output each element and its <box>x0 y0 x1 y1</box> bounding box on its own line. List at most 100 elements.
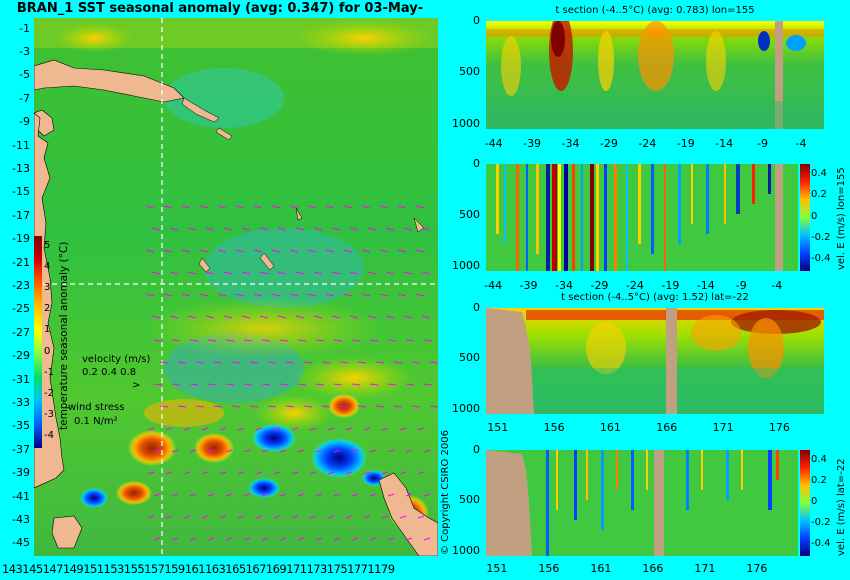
wind-arrow <box>243 537 251 541</box>
panel2-colorbar-ticks: 0.4 0.2 0 -0.2 -0.4 <box>811 164 835 271</box>
map-y-tick: -13 <box>12 162 30 176</box>
wind-arrow <box>255 515 263 519</box>
wind-arrow <box>295 271 305 275</box>
wind-arrow <box>285 405 295 408</box>
wind-arrow <box>261 449 269 453</box>
panel2-colorbar-tick: -0.2 <box>811 231 831 243</box>
wind-arrow <box>177 405 187 408</box>
panel2-x-tick: -44 <box>484 279 503 292</box>
warm-eddy-2 <box>194 433 234 463</box>
map-colorbar-tick: 3 <box>44 282 51 293</box>
wind-arrow <box>153 493 161 497</box>
wind-arrow <box>405 537 413 541</box>
wind-arrow <box>379 205 389 209</box>
wind-arrow <box>271 293 281 297</box>
map-y-tick: -31 <box>12 372 30 386</box>
wind-arrow <box>309 515 317 519</box>
wind-arrow <box>315 383 325 386</box>
map-y-tick: -39 <box>12 466 30 480</box>
wind-arrow <box>273 427 281 431</box>
wind-arrow <box>397 249 407 253</box>
wind-arrow <box>261 383 271 386</box>
wind-arrow <box>385 227 395 231</box>
map-y-tick: -45 <box>12 536 30 550</box>
map-y-axis: -1 -3 -5 -7 -9 -11 -13 -15 -17 -19 -21 -23 -25 -27 -29… <box>0 18 32 556</box>
wind-arrow <box>181 293 191 297</box>
panel4-x-tick: 156 <box>538 562 560 575</box>
panel2-y-tick: 500 <box>459 207 480 221</box>
wind-arrow <box>241 315 251 319</box>
wind-arrow <box>361 205 371 209</box>
panel1-x-tick: -19 <box>676 137 695 150</box>
panel4-colorbar-ticks: 0.4 0.2 0 -0.2 -0.4 <box>811 450 835 556</box>
wind-arrow <box>309 471 317 475</box>
panel4-plot <box>486 450 798 556</box>
wind-arrow <box>351 383 361 386</box>
wind-arrow <box>267 361 277 364</box>
wind-arrow <box>331 315 341 319</box>
wind-arrow <box>333 493 341 497</box>
wind-arrow <box>201 515 209 519</box>
panel3-svg <box>486 308 824 414</box>
wind-arrow <box>159 405 169 408</box>
wind-arrow <box>189 493 197 497</box>
wind-arrow <box>205 227 215 231</box>
panel2-y-tick: 0 <box>473 157 480 170</box>
panel3-x-axis: 151 156 161 166 171 176 <box>486 421 824 435</box>
wind-arrow <box>195 405 205 408</box>
wind-arrow <box>333 383 343 386</box>
panel1-y-tick: 500 <box>459 65 480 79</box>
map-colorbar-tick: -3 <box>44 409 54 421</box>
panel2-x-tick: -14 <box>696 279 715 292</box>
map-y-tick: -11 <box>12 138 30 152</box>
wind-arrow <box>307 293 317 297</box>
wind-arrow <box>207 537 215 541</box>
wind-arrow <box>421 315 431 319</box>
wind-arrow <box>153 449 161 453</box>
wind-arrow <box>189 537 197 541</box>
wind-arrow <box>205 271 215 275</box>
panel2-x-tick: -9 <box>735 279 747 292</box>
wind-arrow <box>325 249 335 253</box>
wind-arrow <box>325 293 335 297</box>
panel4-y-tick: 500 <box>459 493 480 507</box>
wind-arrow <box>255 427 263 431</box>
wind-arrow <box>351 537 359 541</box>
wind-arrow <box>411 361 421 364</box>
wind-arrow <box>331 271 341 275</box>
wind-arrow <box>171 449 179 453</box>
panel3-y-axis: 0 500 1000 <box>440 301 484 415</box>
panel3-x-tick: 151 <box>487 421 509 434</box>
wind-arrow <box>153 537 161 541</box>
wind-arrow <box>189 449 197 453</box>
wind-arrow <box>379 293 389 297</box>
wind-arrow <box>423 537 431 541</box>
wind-arrow <box>375 405 385 408</box>
panel4-colorbar-tick: 0 <box>811 496 818 507</box>
wind-arrow <box>327 427 335 431</box>
wind-arrow <box>375 361 385 364</box>
panel3-y-tick: 500 <box>459 351 480 365</box>
wind-arrow <box>297 493 305 497</box>
wind-arrow <box>403 271 413 275</box>
wind-arrow <box>423 383 433 386</box>
wind-arrow <box>387 339 397 342</box>
panel3-x-tick: 161 <box>599 421 621 434</box>
wind-arrow <box>387 449 395 453</box>
wind-arrow <box>273 471 281 475</box>
wind-arrow <box>297 449 305 453</box>
wind-arrow <box>237 427 245 431</box>
panel4-x-tick: 166 <box>642 562 664 575</box>
wind-arrow <box>351 449 359 453</box>
wind-arrow <box>235 249 245 253</box>
panel3-x-tick: 166 <box>656 421 678 434</box>
map-colorbar-tick: 5 <box>44 239 51 251</box>
wind-arrow <box>231 405 241 408</box>
map-y-tick: -23 <box>12 279 30 292</box>
wind-arrow <box>369 339 379 342</box>
wind-arrow <box>289 205 299 209</box>
wind-arrow <box>147 515 155 519</box>
panel2-plot <box>486 164 798 271</box>
sst-map <box>34 18 438 556</box>
wind-arrow <box>361 293 371 297</box>
